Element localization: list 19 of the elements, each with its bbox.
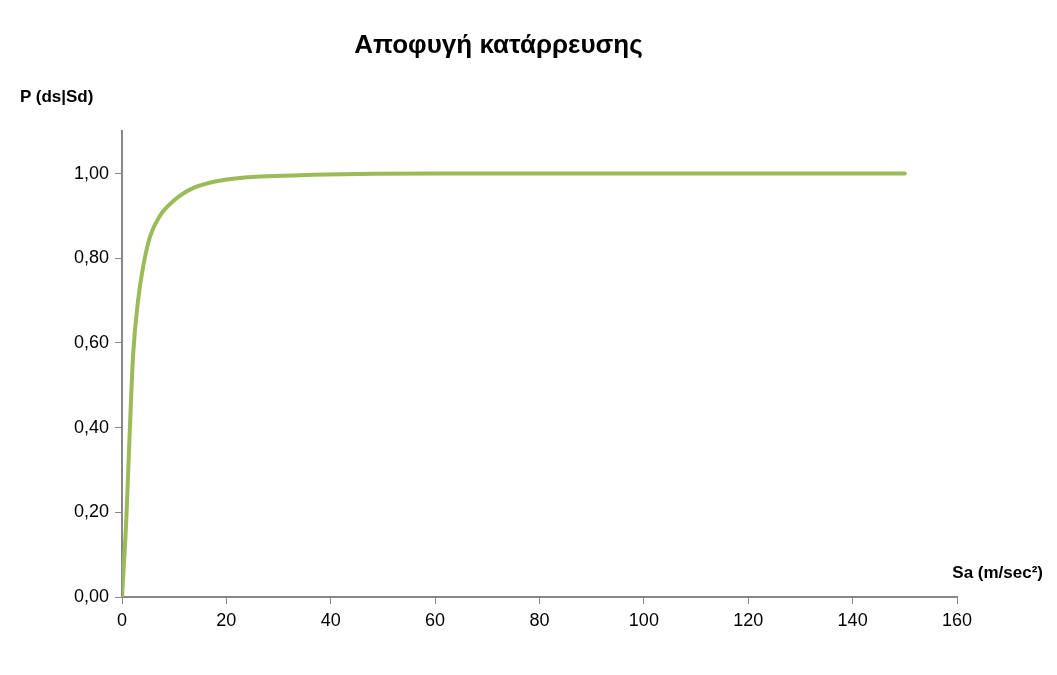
y-tick-label: 1,00 — [73, 162, 109, 183]
x-tick-label: 0 — [116, 609, 128, 630]
x-tick-label: 60 — [425, 609, 446, 630]
y-tick-label: 0,20 — [73, 501, 109, 522]
x-tick-label: 40 — [320, 609, 341, 630]
y-axis-title: P (ds|Sd) — [20, 86, 94, 106]
y-tick-label: 0,00 — [73, 585, 109, 606]
y-tick-label: 0,60 — [73, 331, 109, 352]
y-tick-label: 0,80 — [73, 247, 109, 268]
x-tick-label: 120 — [733, 609, 764, 630]
x-tick-label: 160 — [941, 609, 973, 630]
y-tick-label: 0,40 — [73, 416, 109, 437]
line-series — [122, 171, 907, 597]
x-tick-label: 100 — [628, 609, 659, 630]
chart-title: Αποφυγή κατάρρευσης — [354, 28, 643, 59]
x-tick-label: 80 — [529, 609, 550, 630]
x-tick-label: 20 — [216, 609, 237, 630]
x-tick-label: 140 — [837, 609, 868, 630]
x-axis-title: Sa (m/sec²) — [952, 562, 1043, 582]
